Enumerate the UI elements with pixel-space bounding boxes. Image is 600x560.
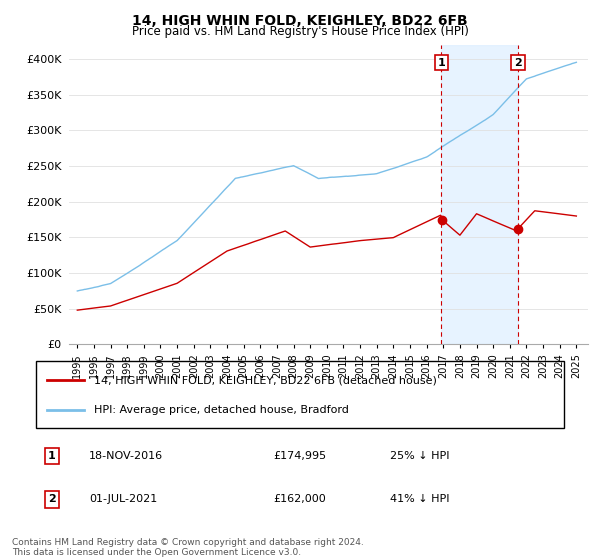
Text: 1: 1 <box>437 58 445 68</box>
Text: £174,995: £174,995 <box>274 451 327 461</box>
Text: 14, HIGH WHIN FOLD, KEIGHLEY, BD22 6FB: 14, HIGH WHIN FOLD, KEIGHLEY, BD22 6FB <box>132 14 468 28</box>
Text: 2: 2 <box>48 494 56 505</box>
Text: Price paid vs. HM Land Registry's House Price Index (HPI): Price paid vs. HM Land Registry's House … <box>131 25 469 38</box>
Text: 1: 1 <box>48 451 56 461</box>
Text: 41% ↓ HPI: 41% ↓ HPI <box>390 494 449 505</box>
Text: 01-JUL-2021: 01-JUL-2021 <box>89 494 157 505</box>
Text: 18-NOV-2016: 18-NOV-2016 <box>89 451 163 461</box>
Text: 14, HIGH WHIN FOLD, KEIGHLEY, BD22 6FB (detached house): 14, HIGH WHIN FOLD, KEIGHLEY, BD22 6FB (… <box>94 375 437 385</box>
Text: 2: 2 <box>514 58 522 68</box>
Bar <box>442 45 518 344</box>
Text: 25% ↓ HPI: 25% ↓ HPI <box>390 451 449 461</box>
Text: Contains HM Land Registry data © Crown copyright and database right 2024.
This d: Contains HM Land Registry data © Crown c… <box>12 538 364 557</box>
Text: HPI: Average price, detached house, Bradford: HPI: Average price, detached house, Brad… <box>94 404 349 414</box>
Text: £162,000: £162,000 <box>274 494 326 505</box>
